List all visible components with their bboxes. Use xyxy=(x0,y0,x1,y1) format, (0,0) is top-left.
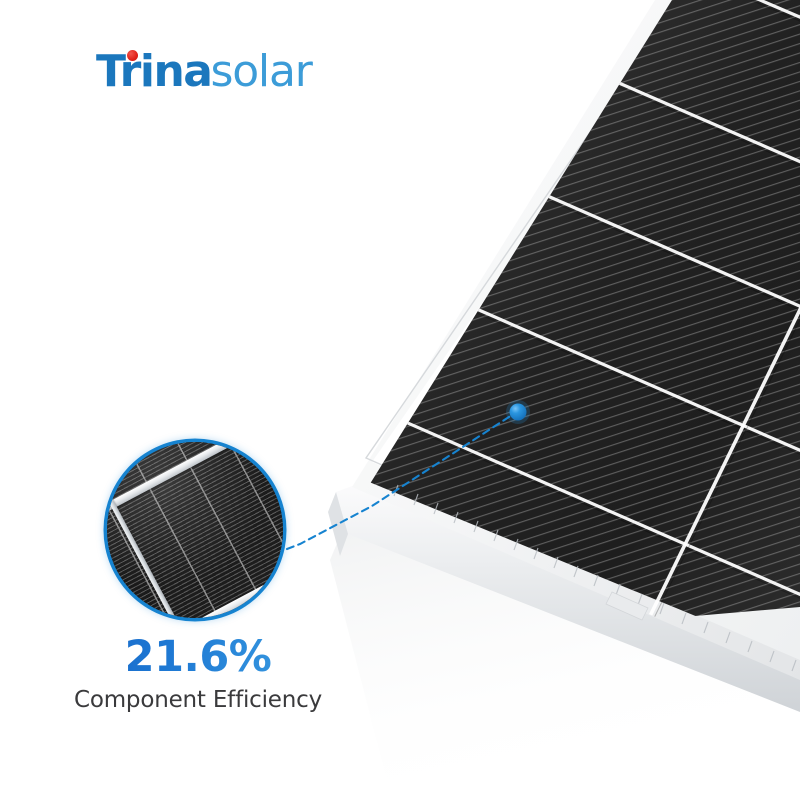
panel-frame-top xyxy=(352,0,800,680)
panel-floor-shadow xyxy=(330,508,800,800)
callout-marker-dot-glow xyxy=(506,400,530,424)
efficiency-value: 21.6% xyxy=(60,634,336,681)
logo-wordmark: Trinasolar xyxy=(96,50,313,94)
panel-frame-side-bevel xyxy=(328,492,348,556)
red-dot-icon xyxy=(127,50,138,61)
panel-backsheet-margin xyxy=(378,0,800,660)
panel-glass-sheen xyxy=(368,0,800,619)
panel-cell-laminate xyxy=(368,0,800,619)
logo-text-trina: Trina xyxy=(96,46,213,97)
trina-solar-logo: Trinasolar xyxy=(96,48,313,106)
logo-text-solar: solar xyxy=(210,46,312,97)
cell-column-seam-shadows xyxy=(563,96,800,619)
magnifier-circle-icon xyxy=(107,442,283,618)
efficiency-label: Component Efficiency xyxy=(74,687,322,714)
callout-connector-line xyxy=(285,413,514,551)
frame-drain-notch xyxy=(605,591,649,621)
panel-frame-inner-edge xyxy=(364,0,800,649)
cell-column-seams xyxy=(558,94,800,619)
callout-marker-dot xyxy=(509,403,527,421)
cell-ribbon-tabs xyxy=(393,484,797,672)
magnifier-content xyxy=(107,442,283,618)
efficiency-caption: 21.6% Component Efficiency xyxy=(60,634,336,714)
panel-frame-side xyxy=(336,486,800,712)
cell-row-seam-shadows xyxy=(377,0,800,619)
cell-row-seams xyxy=(377,0,800,619)
